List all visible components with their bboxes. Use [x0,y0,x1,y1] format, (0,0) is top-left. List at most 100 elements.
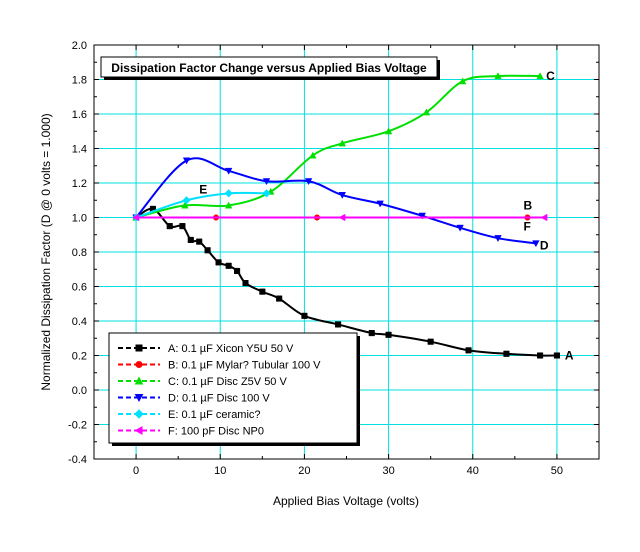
legend-swatch-marker [135,344,143,352]
data-point-d [262,178,271,186]
data-point-e [224,189,233,198]
data-point-a [276,295,283,302]
data-point-a [465,347,472,354]
legend-item-e: E: 0.1 µF ceramic? [118,409,261,421]
data-point-c [338,139,347,147]
data-point-a [196,238,203,245]
axes: 0 10 20 30 40 50 -0.4 -0.2 0.0 0.2 0.4 0.6 0.8 1.0 1.2… [68,40,600,477]
series-end-label-a: A [565,349,574,363]
legend-box [108,332,358,444]
y-tick-label: 0.8 [72,247,87,259]
legend-item-c: C: 0.1 µF Disc Z5V 50 V [118,376,287,388]
x-tick-label: 30 [382,465,394,477]
y-tick-label: 1.4 [72,144,87,156]
y-tick-label: 1.2 [72,178,87,190]
data-point-c [384,127,393,135]
data-point-c [536,72,544,80]
y-tick-label: -0.2 [68,420,87,432]
series-end-label-b: B [523,199,532,213]
series-f [132,213,548,222]
x-axis-label: Applied Bias Voltage (volts) [273,494,419,508]
series-end-labels: A B C D E F [199,69,574,362]
legend-swatch-marker [134,394,144,403]
data-point-a [234,267,241,275]
legend-label: D: 0.1 µF Disc 100 V [168,393,270,405]
x-tick-label: 20 [298,465,310,477]
data-point-a [166,223,173,230]
data-point-d [532,240,540,248]
data-point-c [458,77,467,85]
series-end-label-c: C [546,69,555,83]
data-point-a [368,330,375,337]
data-point-f [338,213,346,222]
legend: A: 0.1 µF Xicon Y5U 50 V B: 0.1 µF Mylar?… [108,332,360,446]
chart-title: Dissipation Factor Change versus Applied… [111,61,427,75]
y-axis-label: Normalized Dissipation Factor (D @ 0 vol… [39,113,53,390]
data-point-c [309,151,317,159]
data-point-a [225,262,232,269]
data-point-d [224,167,233,175]
legend-label: A: 0.1 µF Xicon Y5U 50 V [168,343,294,355]
data-point-c [181,201,189,209]
series-group [131,72,560,359]
y-tick-label: 1.8 [72,75,87,87]
y-tick-label: 0.2 [72,351,87,363]
data-point-d [182,157,191,165]
legend-label: C: 0.1 µF Disc Z5V 50 V [168,376,287,388]
x-tick-label: 10 [214,465,226,477]
data-point-a [537,352,544,359]
data-point-a [385,331,392,338]
data-point-a [301,312,308,319]
legend-item-b: B: 0.1 µF Mylar? Tubular 100 V [118,360,321,372]
data-point-d [304,178,313,186]
series-d [132,157,540,248]
data-point-a [204,247,211,254]
legend-label: E: 0.1 µF ceramic? [168,409,261,421]
data-point-a [179,223,186,230]
y-tick-label: 1.0 [72,213,87,225]
x-tick-label: 0 [133,465,139,477]
series-end-label-f: F [523,220,530,234]
legend-item-f: F: 100 pF Disc NP0 [118,426,264,438]
data-point-d [338,192,347,199]
legend-swatch-marker [134,426,143,435]
legend-label: F: 100 pF Disc NP0 [168,426,264,438]
data-point-f [132,213,140,222]
data-point-d [494,235,502,243]
y-tick-label: 0.6 [72,282,87,294]
data-point-a [187,236,194,243]
legend-label: B: 0.1 µF Mylar? Tubular 100 V [168,360,321,372]
legend-swatch-marker [135,361,143,368]
chart-title-box: Dissipation Factor Change versus Applied… [100,56,440,80]
y-tick-label: 1.6 [72,109,87,121]
data-point-a [427,338,434,345]
data-point-d [418,212,426,220]
data-point-a [553,352,560,359]
x-tick-label: 50 [551,465,563,477]
data-point-c [422,108,431,116]
series-end-label-e: E [199,182,207,196]
data-point-c [224,201,233,209]
data-point-a [503,350,510,357]
series-end-label-d: D [540,238,549,252]
series-a [133,205,560,359]
series-line-e [135,191,267,219]
series-line-a [135,207,557,357]
data-point-e [182,196,191,205]
data-point-d [456,224,464,232]
data-point-a [215,259,222,266]
legend-swatch-marker [134,376,144,385]
data-point-e [262,189,271,198]
data-point-c [494,72,502,80]
legend-item-d: D: 0.1 µF Disc 100 V [118,393,270,405]
legend-swatch-marker [134,409,144,419]
y-tick-label: -0.4 [68,454,87,466]
data-point-f [540,213,548,222]
y-tick-label: 0.0 [72,385,87,397]
legend-item-a: A: 0.1 µF Xicon Y5U 50 V [118,343,294,355]
data-point-a [259,288,266,295]
y-tick-label: 0.4 [72,316,87,328]
data-point-d [376,200,384,208]
